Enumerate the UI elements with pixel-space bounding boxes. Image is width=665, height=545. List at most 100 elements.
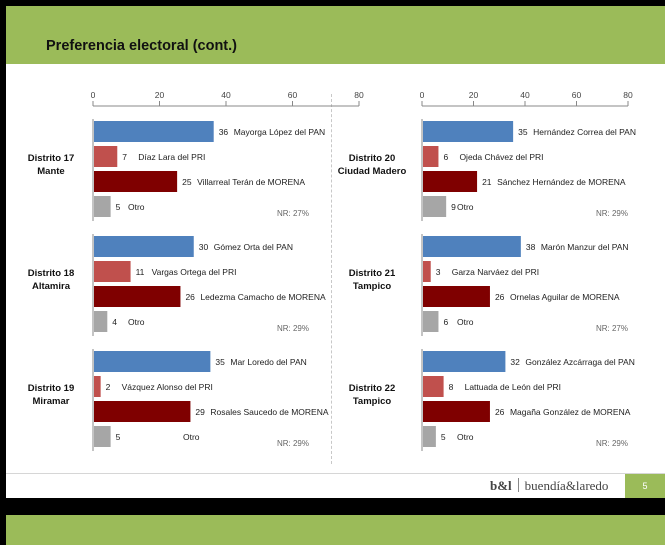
x-tick-label: 60 <box>572 90 582 100</box>
data-label: 25 <box>182 177 192 187</box>
district-label: Distrito 17 <box>28 153 74 164</box>
nr-note: NR: 29% <box>596 439 628 448</box>
bar-morena <box>94 286 181 307</box>
category-label: Lattuada de León del PRI <box>465 382 561 392</box>
data-label: 6 <box>443 317 448 327</box>
column-divider <box>331 94 332 464</box>
bar-pri <box>423 261 431 282</box>
brand-short: b&l <box>490 478 512 493</box>
data-label: 36 <box>219 127 229 137</box>
data-label: 9 <box>451 202 456 212</box>
bar-pri <box>94 376 101 397</box>
x-tick-label: 80 <box>354 90 364 100</box>
bar-morena <box>423 171 478 192</box>
bar-morena <box>423 401 490 422</box>
brand-logo: b&l buendía&laredo <box>490 478 608 494</box>
slide: Preferencia electoral (cont.) 0 20 40 60 80 D… <box>6 6 665 498</box>
category-label: Mayorga López del PAN <box>234 127 326 137</box>
district-label: Distrito 22 <box>349 383 395 394</box>
x-tick-label: 40 <box>221 90 231 100</box>
data-label: 11 <box>136 267 145 277</box>
x-tick-label: 0 <box>91 90 96 100</box>
data-label: 26 <box>185 292 195 302</box>
bar-pan <box>423 236 521 257</box>
data-label: 7 <box>122 152 127 162</box>
header-band: Preferencia electoral (cont.) <box>6 6 665 64</box>
data-label: 26 <box>495 292 505 302</box>
bar-pan <box>94 121 214 142</box>
data-label: 2 <box>106 382 111 392</box>
district-label: Distrito 21 <box>349 268 396 279</box>
page-number: 5 <box>625 474 665 498</box>
nr-note: NR: 29% <box>596 209 628 218</box>
district-label: Ciudad Madero <box>338 166 407 177</box>
data-label: 30 <box>199 242 209 252</box>
category-label: Díaz Lara del PRI <box>138 152 205 162</box>
data-label: 35 <box>215 357 225 367</box>
district-label: Mante <box>37 166 64 177</box>
category-label: Mar Loredo del PAN <box>230 357 306 367</box>
brand-name: buendía&laredo <box>524 478 609 493</box>
category-label: Otro <box>128 202 145 212</box>
district-label: Altamira <box>32 281 71 292</box>
x-tick-label: 40 <box>520 90 530 100</box>
data-label: 5 <box>441 432 446 442</box>
bar-pan <box>423 351 506 372</box>
bar-otro <box>423 426 436 447</box>
category-label: Otro <box>457 317 474 327</box>
next-slide-band <box>6 515 665 545</box>
category-label: Vargas Ortega del PRI <box>152 267 237 277</box>
category-label: Villarreal Terán de MORENA <box>197 177 305 187</box>
data-label: 29 <box>195 407 205 417</box>
category-label: Magaña González de MORENA <box>510 407 631 417</box>
category-label: Sánchez Hernández de MORENA <box>497 177 626 187</box>
district-label: Miramar <box>33 396 70 407</box>
category-label: Hernández Correa del PAN <box>533 127 636 137</box>
bar-pri <box>94 146 118 167</box>
data-label: 5 <box>116 202 121 212</box>
page-title: Preferencia electoral (cont.) <box>46 38 237 54</box>
brand-separator <box>517 478 519 492</box>
x-tick-label: 60 <box>288 90 298 100</box>
district-label: Distrito 20 <box>349 153 395 164</box>
category-label: Garza Narváez del PRI <box>452 267 539 277</box>
district-label: Distrito 19 <box>28 383 74 394</box>
category-label: Otro <box>128 317 145 327</box>
bar-pan <box>94 236 194 257</box>
bar-morena <box>94 401 191 422</box>
category-label: Gómez Orta del PAN <box>214 242 293 252</box>
data-label: 6 <box>443 152 448 162</box>
data-label: 26 <box>495 407 505 417</box>
category-label: Otro <box>183 432 200 442</box>
x-tick-label: 80 <box>623 90 633 100</box>
bar-otro <box>423 311 439 332</box>
data-label: 32 <box>510 357 520 367</box>
nr-note: NR: 29% <box>277 439 309 448</box>
bar-pri <box>94 261 131 282</box>
district-label: Distrito 18 <box>28 268 74 279</box>
bar-morena <box>423 286 490 307</box>
bar-otro <box>94 311 108 332</box>
district-label: Tampico <box>353 396 392 407</box>
data-label: 4 <box>112 317 117 327</box>
data-label: 38 <box>526 242 536 252</box>
nr-note: NR: 27% <box>277 209 309 218</box>
data-label: 21 <box>482 177 492 187</box>
x-tick-label: 20 <box>155 90 165 100</box>
bar-otro <box>94 196 111 217</box>
nr-note: NR: 29% <box>277 324 309 333</box>
category-label: Otro <box>457 202 474 212</box>
category-label: Otro <box>457 432 474 442</box>
nr-note: NR: 27% <box>596 324 628 333</box>
data-label: 35 <box>518 127 528 137</box>
x-tick-label: 20 <box>469 90 479 100</box>
x-tick-label: 0 <box>420 90 425 100</box>
bar-pan <box>423 121 514 142</box>
district-label: Tampico <box>353 281 392 292</box>
category-label: Ornelas Aguilar de MORENA <box>510 292 620 302</box>
bar-morena <box>94 171 178 192</box>
category-label: Rosales Saucedo de MORENA <box>210 407 328 417</box>
category-label: Vázquez Alonso del PRI <box>122 382 213 392</box>
data-label: 3 <box>436 267 441 277</box>
